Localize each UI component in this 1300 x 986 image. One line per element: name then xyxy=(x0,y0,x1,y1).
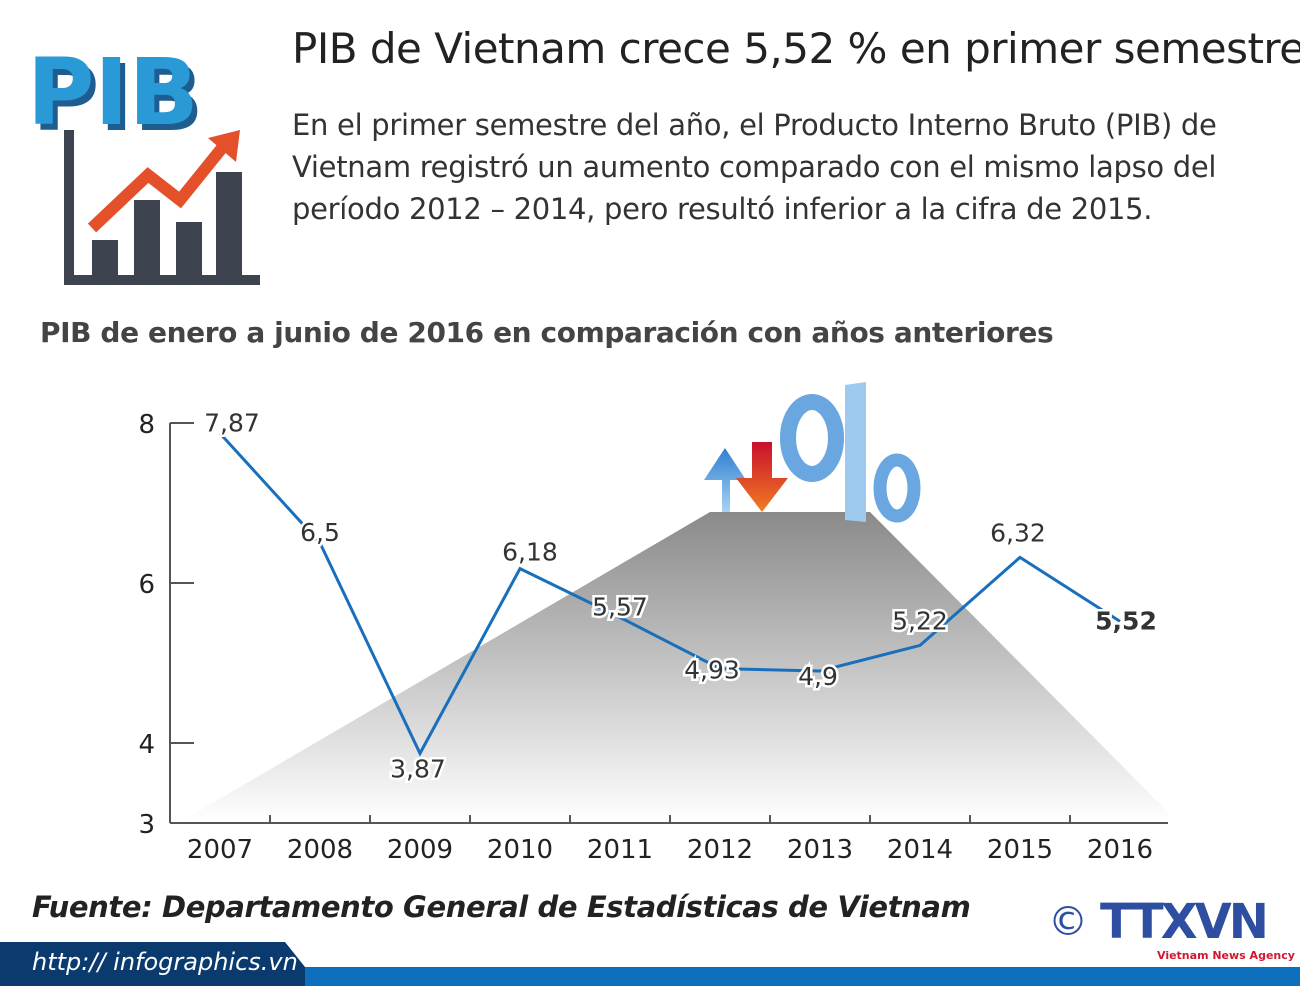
x-tick-label: 2012 xyxy=(687,835,753,865)
y-tick-label: 3 xyxy=(138,810,155,840)
url-tab xyxy=(0,942,305,986)
agency-logo: TTXVN xyxy=(1100,894,1269,950)
footer-bar xyxy=(0,967,1300,986)
x-tick-label: 2013 xyxy=(787,835,853,865)
logo-text: PIB xyxy=(30,39,199,146)
y-tick-label: 4 xyxy=(138,730,155,760)
data-label: 6,32 xyxy=(990,518,1046,547)
pib-logo: PIB xyxy=(30,39,260,285)
chart-title: PIB de enero a junio de 2016 en comparac… xyxy=(40,316,1054,349)
x-tick-label: 2008 xyxy=(287,835,353,865)
x-tick-label: 2016 xyxy=(1087,835,1153,865)
percent-icon xyxy=(704,382,921,523)
x-tick-label: 2009 xyxy=(387,835,453,865)
data-label: 5,22 xyxy=(892,606,948,635)
data-label: 4,93 xyxy=(684,656,740,685)
description: En el primer semestre del año, el Produc… xyxy=(292,108,1217,226)
x-tick-label: 2015 xyxy=(987,835,1053,865)
data-label: 7,87 xyxy=(204,408,260,437)
y-tick-label: 6 xyxy=(138,570,155,600)
y-tick-label: 8 xyxy=(138,410,155,440)
data-label: 3,87 xyxy=(390,754,446,783)
data-label: 6,5 xyxy=(300,518,340,547)
background-trapezoid xyxy=(180,512,1168,822)
data-label: 4,9 xyxy=(798,662,838,691)
agency-name: Vietnam News Agency xyxy=(1157,949,1295,962)
line-chart: 8 6 4 3 2007 2008 2009 2010 2011 2012 2013 2014 2015… xyxy=(138,382,1168,865)
x-tick-label: 2014 xyxy=(887,835,953,865)
page-title: PIB de Vietnam crece 5,52 % en primer se… xyxy=(292,24,1300,73)
copyright-icon: © xyxy=(1048,899,1088,945)
x-tick-label: 2010 xyxy=(487,835,553,865)
data-label: 6,18 xyxy=(502,538,558,567)
x-tick-label: 2007 xyxy=(187,835,253,865)
source-note: Fuente: Departamento General de Estadíst… xyxy=(32,890,971,924)
x-tick-label: 2011 xyxy=(587,835,653,865)
data-label: 5,52 xyxy=(1095,606,1157,635)
website-link[interactable]: http:// infographics.vn xyxy=(32,948,298,976)
series-line xyxy=(218,432,1121,757)
data-label: 5,57 xyxy=(592,592,648,621)
